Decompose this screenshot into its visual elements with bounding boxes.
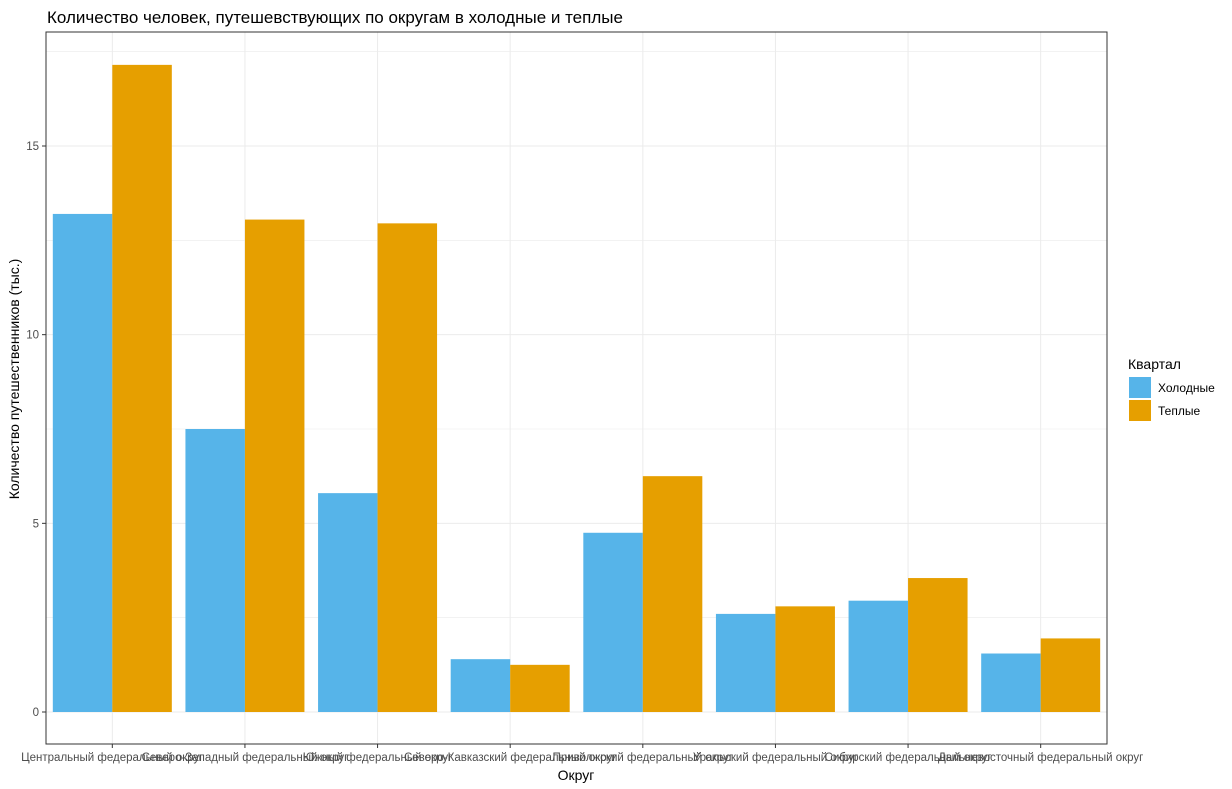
bar-cold <box>583 532 643 712</box>
y-tick-label: 0 <box>33 707 39 719</box>
x-tick-label: Сибирский федеральный округ <box>825 752 992 764</box>
y-tick-label: 15 <box>26 141 39 153</box>
x-tick-label: Северо-Западный федеральный округ <box>142 752 349 764</box>
bar-cold <box>185 429 245 712</box>
legend-title: Квартал <box>1128 356 1181 372</box>
x-axis: Центральный федеральный округСеверо-Запа… <box>21 744 1143 764</box>
y-tick-label: 10 <box>26 330 39 342</box>
bar-warm <box>377 223 438 712</box>
y-axis: 0 5 10 15 <box>26 141 46 719</box>
bar-warm <box>775 606 835 712</box>
bar-warm <box>510 664 570 712</box>
legend-key-cold <box>1129 377 1151 398</box>
legend: Квартал Холодные Теплые <box>1128 356 1215 421</box>
bar-cold <box>450 659 511 712</box>
x-tick-label: Центральный федеральный округ <box>21 752 203 764</box>
legend-key-warm <box>1129 400 1151 421</box>
legend-label-warm: Теплые <box>1158 404 1200 418</box>
bar-warm <box>642 476 703 712</box>
x-tick-label: Южный федеральный округ <box>303 752 453 764</box>
bars <box>52 64 1101 713</box>
bar-warm <box>112 64 172 712</box>
plot-panel-border <box>45 31 1108 745</box>
bar-cold <box>715 613 776 712</box>
x-axis-title: Округ <box>558 767 595 783</box>
legend-label-cold: Холодные <box>1158 381 1215 395</box>
x-tick-label: Приволжский федеральный округ <box>553 752 734 764</box>
bar-warm <box>908 578 968 712</box>
bar-cold <box>52 213 113 713</box>
x-tick-label: Северо-Кавказский федеральный округ <box>404 752 617 764</box>
bar-warm <box>244 219 305 712</box>
bar-cold <box>318 493 378 712</box>
x-tick-label: Уральский федеральный округ <box>693 752 858 764</box>
x-tick-label: Дальневосточный федеральный округ <box>938 752 1143 764</box>
bar-cold <box>848 600 909 712</box>
y-axis-title: Количество путешественников (тыс.) <box>6 259 22 500</box>
y-tick-label: 5 <box>33 518 39 530</box>
bar-warm <box>1040 638 1101 712</box>
chart-title: Количество человек, путешевствующих по о… <box>47 8 623 27</box>
bar-cold <box>981 653 1041 712</box>
